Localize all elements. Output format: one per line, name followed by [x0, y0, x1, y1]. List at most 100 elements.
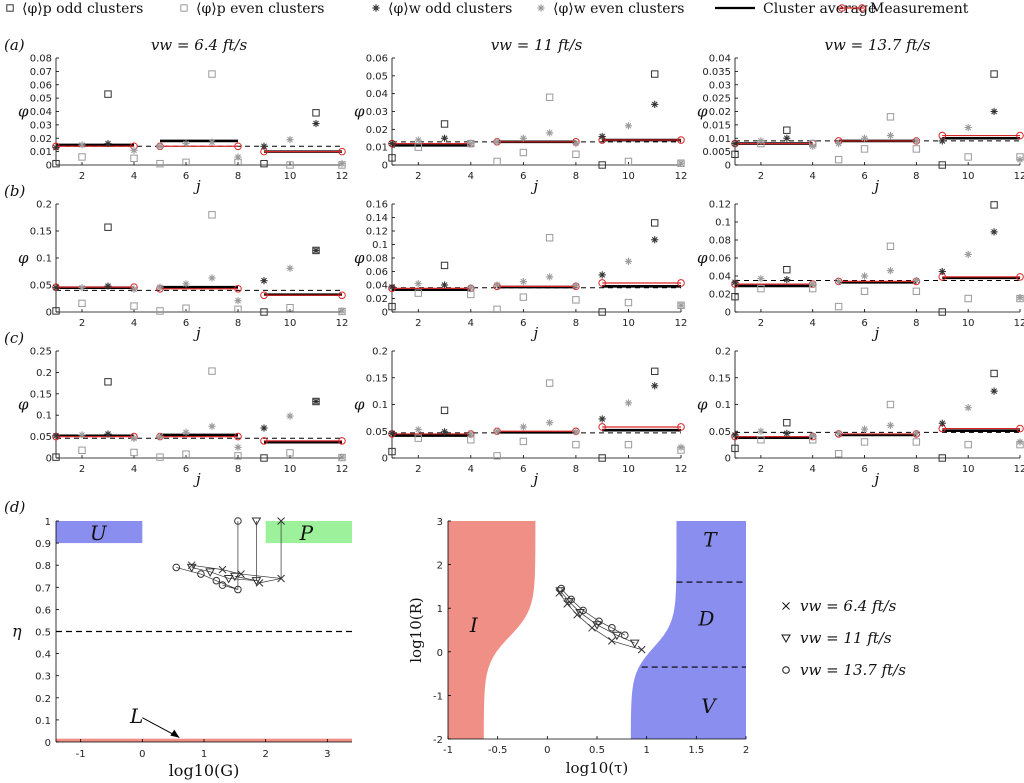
series-trajectory: [191, 564, 282, 584]
asterisk-stroke: [494, 282, 500, 288]
w-even-point: [519, 423, 527, 431]
series-point: [251, 517, 262, 527]
x-tick-label: -1: [443, 745, 453, 756]
w-odd-point: [388, 140, 396, 148]
asterisk-stroke: [546, 273, 553, 280]
y-tick-label: 0.03: [366, 107, 388, 118]
y-tick-label: 0.7: [35, 583, 51, 594]
x-tick-label: 8: [235, 464, 241, 475]
p-odd-point: [440, 406, 449, 415]
series-point: [205, 568, 216, 577]
p-even-point: [519, 293, 528, 301]
asterisk-stroke: [287, 413, 293, 419]
w-odd-point: [260, 142, 268, 150]
series-point: [197, 570, 205, 578]
y-tick-label: 0.1: [372, 400, 388, 411]
p-even-point: [286, 303, 294, 312]
p-odd-point: [440, 261, 449, 270]
x-tick-label: 4: [131, 464, 137, 475]
cross-stroke: [237, 570, 245, 578]
legend-marker: [782, 666, 790, 674]
p-even-point: [964, 294, 972, 303]
x-tick-label: 10: [622, 464, 635, 475]
w-odd-point: [104, 282, 112, 290]
series-point: [563, 599, 572, 608]
legend-label: ⟨φ⟩w even clusters: [553, 1, 684, 17]
asterisk-stroke: [939, 138, 946, 144]
y-tick-label: 0.06: [366, 54, 388, 65]
legend-label: Cluster average: [763, 1, 876, 17]
w-even-point: [208, 274, 216, 282]
w-even-point: [1016, 294, 1024, 302]
legend-label: vw = 13.7 ft/s: [800, 661, 906, 679]
asterisk-stroke: [261, 425, 267, 431]
w-even-point: [624, 257, 633, 265]
p-even-point: [886, 113, 895, 121]
p-even-point: [624, 157, 633, 166]
y-tick-label: 0.08: [30, 54, 52, 65]
w-even-point: [546, 273, 554, 281]
y-tick-label: 0.04: [709, 54, 731, 65]
asterisk-stroke: [415, 426, 422, 433]
asterisk-stroke: [441, 428, 448, 435]
series-point: [218, 565, 227, 574]
x-tick-label: 12: [1014, 171, 1024, 182]
p-odd-point: [783, 418, 791, 427]
series-point: [557, 584, 566, 593]
x-tick-label: 2: [758, 171, 764, 182]
asterisk-stroke: [131, 435, 137, 442]
asterisk-stroke: [835, 430, 842, 437]
w-even-point: [886, 131, 895, 140]
x-axis-label: j: [531, 470, 539, 488]
x-tick-label: 8: [913, 171, 919, 182]
x-tick-label: 10: [962, 171, 975, 182]
p-even-point: [912, 145, 921, 153]
scatter-panel: 0 0.01 0.02 0.03 0.04 0.05 0.06 2 4 6 8 10 12 φ j: [354, 54, 687, 196]
asterisk-stroke: [599, 271, 606, 278]
w-even-point: [835, 140, 843, 148]
asterisk-stroke: [339, 308, 345, 314]
x-tick-label: 6: [520, 464, 526, 475]
w-odd-point: [938, 137, 946, 145]
x-tick-label: 6: [520, 318, 526, 329]
asterisk-stroke: [183, 429, 189, 436]
y-tick-label: 0.02: [30, 134, 52, 145]
asterisk-stroke: [235, 297, 241, 304]
asterisk-stroke: [467, 140, 474, 147]
p-even-point: [572, 150, 580, 159]
y-tick-label: 0.5: [35, 628, 51, 639]
series-point: [277, 517, 285, 525]
w-even-point: [130, 434, 138, 442]
w-even-point: [182, 140, 190, 148]
column-title: vw = 11 ft/s: [491, 36, 583, 54]
region-label: L: [129, 704, 143, 728]
x-tick-label: 2: [415, 464, 421, 475]
x-tick-label: 12: [336, 464, 349, 475]
p-even-point: [624, 298, 633, 307]
w-odd-point: [651, 100, 659, 108]
w-even-point: [860, 272, 869, 280]
w-even-point: [208, 138, 216, 146]
p-odd-point: [388, 447, 396, 456]
series-point: [579, 606, 587, 615]
x-tick-label: 2: [758, 464, 764, 475]
w-odd-point: [440, 134, 449, 142]
p-even-point: [78, 299, 86, 308]
w-odd-point: [104, 430, 112, 438]
y-tick-label: 0: [725, 161, 731, 172]
asterisk-stroke: [965, 404, 972, 411]
cross-stroke: [277, 517, 285, 525]
asterisk-stroke: [732, 279, 738, 286]
x-tick-label: 4: [810, 318, 816, 329]
x-tick-label: 10: [284, 171, 297, 182]
w-even-point: [130, 146, 138, 154]
measurement-point: [338, 147, 346, 156]
y-tick-label: 0.1: [36, 254, 52, 265]
p-odd-point: [598, 161, 606, 169]
legend: ⟨φ⟩p odd clusters ⟨φ⟩p even clusters ⟨φ⟩w …: [6, 1, 969, 17]
p-even-point: [414, 289, 422, 297]
y-tick-label: 0.15: [30, 389, 52, 400]
p-odd-point: [938, 161, 946, 169]
asterisk-stroke: [939, 268, 946, 275]
y-tick-label: 1: [437, 604, 443, 615]
